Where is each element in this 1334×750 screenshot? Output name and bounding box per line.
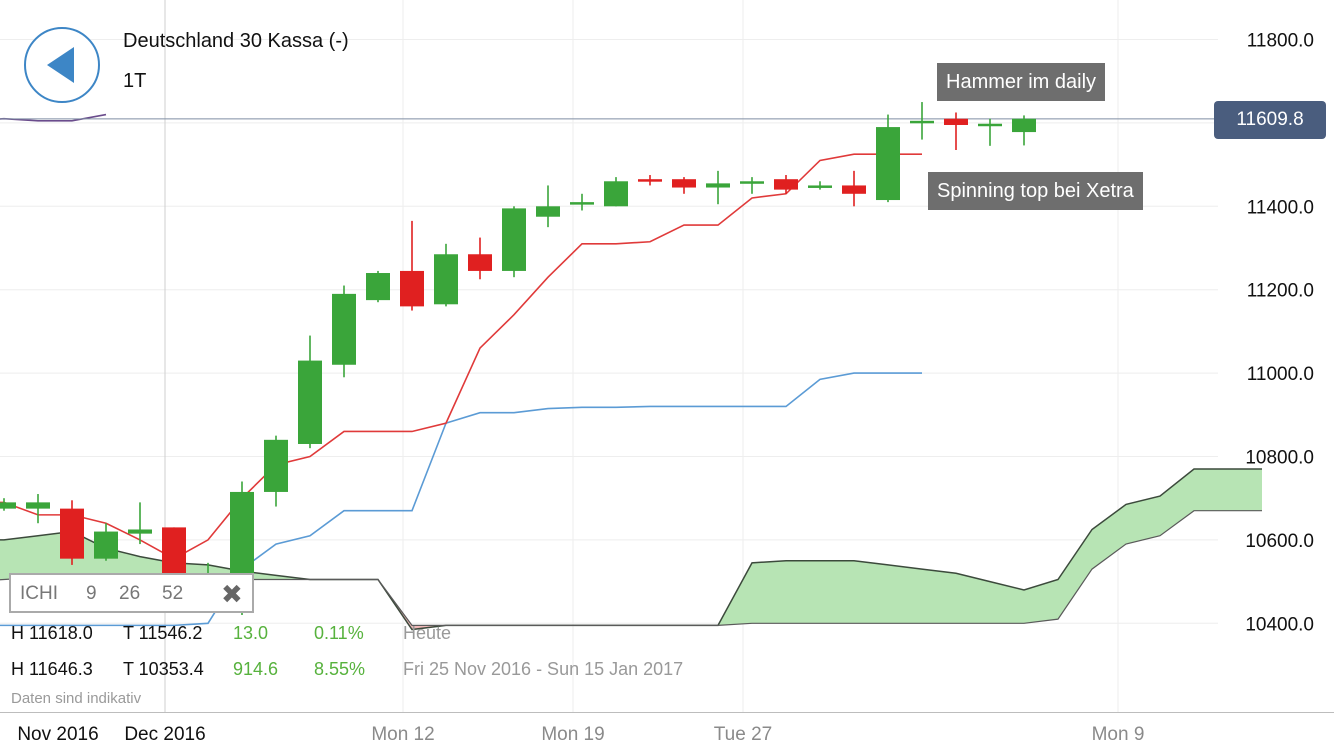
cloud-segment bbox=[0, 539, 4, 580]
x-tick-label: Nov 2016 bbox=[17, 724, 98, 745]
candle-body bbox=[502, 208, 526, 271]
annotation-hammer[interactable]: Hammer im daily bbox=[937, 63, 1106, 101]
cloud-segment bbox=[1024, 579, 1058, 624]
y-tick-label: 11400.0 bbox=[1247, 197, 1314, 218]
x-tick-label: Mon 12 bbox=[371, 724, 434, 745]
candle-body bbox=[400, 270, 424, 307]
candle-body bbox=[944, 118, 968, 125]
y-tick-label: 11000.0 bbox=[1247, 364, 1314, 385]
candle-body bbox=[332, 293, 356, 365]
y-tick-label: 10600.0 bbox=[1245, 531, 1314, 552]
cloud-segment bbox=[1194, 469, 1228, 511]
cloud-segment bbox=[786, 560, 820, 624]
candle-body bbox=[638, 179, 662, 182]
candle-body bbox=[60, 508, 84, 559]
y-tick-label: 10400.0 bbox=[1245, 614, 1314, 635]
candle-body bbox=[128, 529, 152, 534]
candle-body bbox=[26, 502, 50, 509]
candle-body bbox=[842, 185, 866, 194]
instrument-title: Deutschland 30 Kassa (-) bbox=[123, 30, 349, 52]
cloud-segment bbox=[1126, 496, 1160, 545]
stat-pct: 0.11% bbox=[314, 623, 364, 643]
annotation-spinning-top[interactable]: Spinning top bei Xetra bbox=[928, 172, 1143, 210]
stat-change: 914.6 bbox=[233, 659, 279, 679]
cloud-segment bbox=[854, 560, 888, 624]
period-label[interactable]: 1T bbox=[123, 70, 147, 92]
candle-body bbox=[536, 206, 560, 217]
cloud-segment bbox=[956, 573, 990, 624]
x-tick-label: Tue 27 bbox=[714, 724, 772, 745]
stat-range: Fri 25 Nov 2016 - Sun 15 Jan 2017 bbox=[403, 659, 684, 679]
candle-body bbox=[570, 202, 594, 205]
candle-body bbox=[434, 254, 458, 305]
current-price-tag: 11609.8 bbox=[1214, 101, 1326, 139]
candle-body bbox=[978, 123, 1002, 127]
y-tick-label: 11200.0 bbox=[1247, 281, 1314, 302]
candle-body bbox=[366, 273, 390, 301]
candle-body bbox=[0, 502, 16, 509]
candle-body bbox=[876, 127, 900, 201]
candle-body bbox=[740, 181, 764, 184]
back-arrow-icon bbox=[47, 47, 74, 83]
x-tick-label: Dec 2016 bbox=[124, 724, 205, 745]
indicator-name: ICHI bbox=[20, 583, 58, 604]
back-button[interactable] bbox=[24, 27, 100, 103]
candle-body bbox=[94, 531, 118, 559]
cloud-segment bbox=[1058, 529, 1092, 620]
indicator-param: 26 bbox=[119, 583, 141, 604]
cloud-segment bbox=[4, 535, 38, 580]
candle-body bbox=[162, 527, 186, 578]
indicator-param: 9 bbox=[86, 583, 97, 604]
cloud-segment bbox=[1228, 469, 1262, 511]
candle-body bbox=[706, 183, 730, 188]
cloud-segment bbox=[752, 560, 786, 624]
indicator-chip[interactable]: ICHI 9 26 52 ✖ bbox=[9, 573, 254, 613]
stat-range: Heute bbox=[403, 623, 452, 643]
stat-low: T 11546.2 bbox=[123, 623, 203, 643]
candle-body bbox=[264, 439, 288, 492]
stat-high: H 11618.0 bbox=[11, 623, 93, 643]
cloud-segment bbox=[922, 569, 956, 624]
candle-body bbox=[298, 360, 322, 444]
candle-body bbox=[1012, 118, 1036, 133]
disclaimer: Daten sind indikativ bbox=[11, 690, 142, 707]
candle-body bbox=[468, 254, 492, 271]
stat-low: T 10353.4 bbox=[123, 659, 204, 679]
cloud-segment bbox=[1160, 469, 1194, 536]
chikou-line bbox=[0, 113, 107, 122]
cloud-segment bbox=[1092, 504, 1126, 570]
cloud-segment bbox=[990, 581, 1024, 624]
tenkan-line bbox=[0, 153, 922, 560]
candle-body bbox=[910, 120, 934, 124]
stat-change: 13.0 bbox=[233, 623, 269, 643]
y-tick-label: 11800.0 bbox=[1247, 31, 1314, 52]
indicator-param: 52 bbox=[162, 583, 184, 604]
candle-body bbox=[672, 179, 696, 188]
close-icon[interactable]: ✖ bbox=[221, 579, 243, 609]
x-tick-label: Mon 19 bbox=[541, 724, 604, 745]
stat-pct: 8.55% bbox=[314, 659, 366, 679]
candle-body bbox=[774, 179, 798, 190]
cloud-segment bbox=[888, 564, 922, 624]
stat-high: H 11646.3 bbox=[11, 659, 93, 679]
cloud-segment bbox=[820, 560, 854, 624]
candle-body bbox=[808, 185, 832, 188]
x-tick-label: Mon 9 bbox=[1092, 724, 1145, 745]
y-tick-label: 10800.0 bbox=[1245, 448, 1314, 469]
candle-body bbox=[604, 181, 628, 207]
